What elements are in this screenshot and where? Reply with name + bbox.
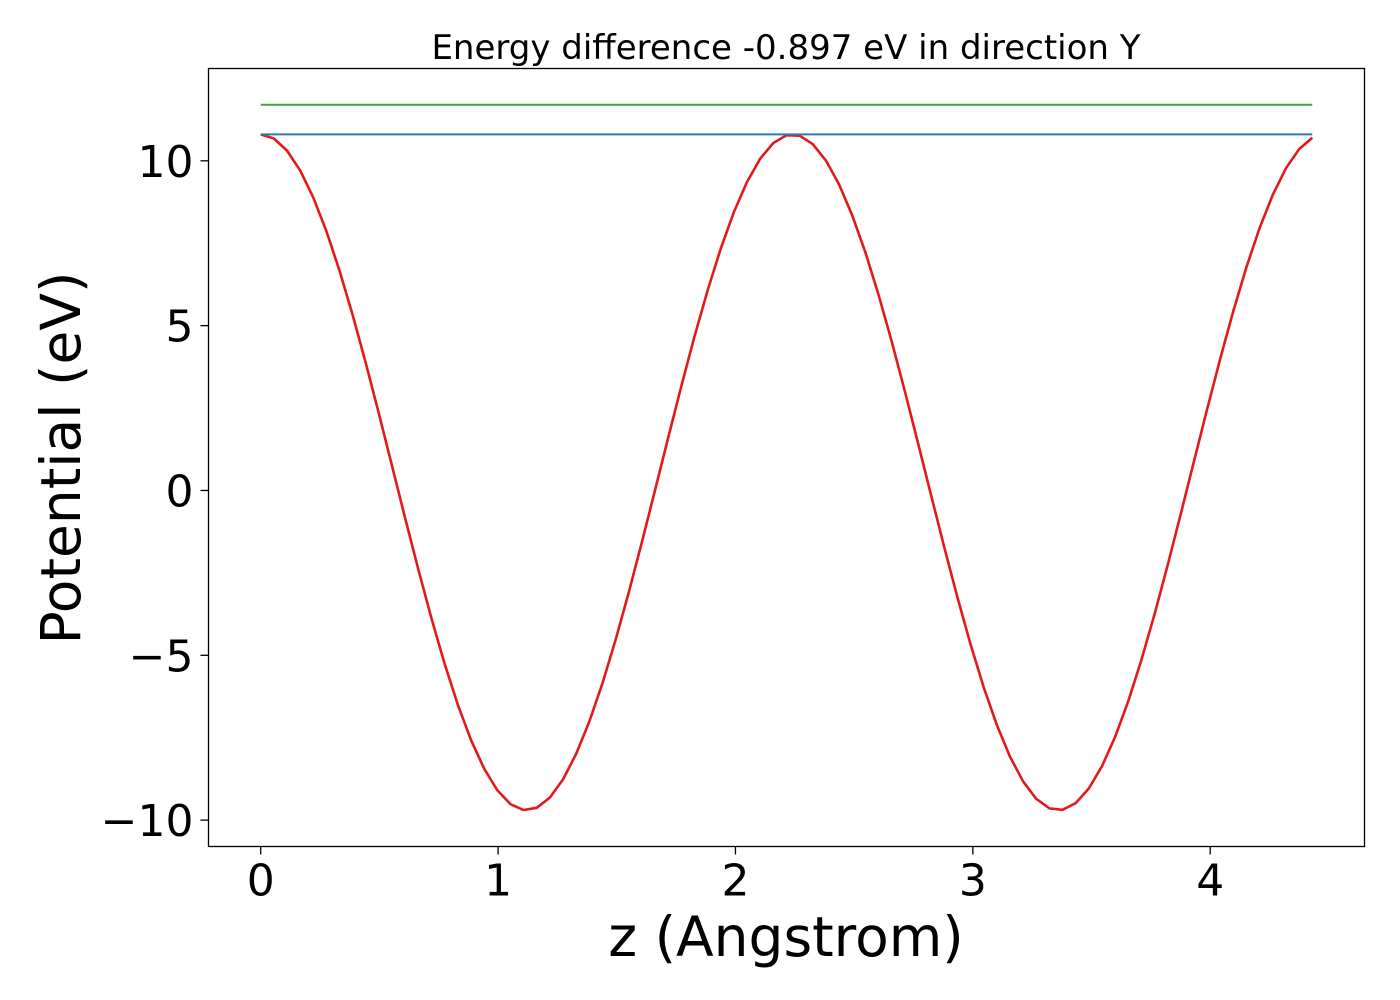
y-tick-label: 0 xyxy=(166,466,194,517)
y-tick-label: 5 xyxy=(166,302,194,353)
plot-layer xyxy=(260,103,1314,812)
x-tick-label: 1 xyxy=(484,856,512,907)
y-axis-ticks: −10 −5 0 5 10 xyxy=(101,137,209,847)
x-tick-label: 0 xyxy=(247,856,275,907)
y-axis-label: Potential (eV) xyxy=(29,272,93,645)
chart-title: Energy difference -0.897 eV in direction… xyxy=(431,28,1140,68)
x-axis-ticks: 0 1 2 3 4 xyxy=(247,846,1224,907)
series-potential-line xyxy=(260,133,1314,812)
y-tick-label: 10 xyxy=(138,137,194,188)
y-tick-label: −5 xyxy=(129,631,194,682)
x-tick-label: 3 xyxy=(959,856,987,907)
plot-frame xyxy=(207,67,1366,848)
y-tick-label: −10 xyxy=(101,796,194,847)
x-axis-label: z (Angstrom) xyxy=(608,905,964,969)
x-tick-label: 2 xyxy=(721,856,749,907)
x-tick-label: 4 xyxy=(1196,856,1224,907)
